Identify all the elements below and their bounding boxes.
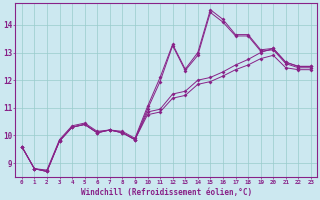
X-axis label: Windchill (Refroidissement éolien,°C): Windchill (Refroidissement éolien,°C) [81, 188, 252, 197]
